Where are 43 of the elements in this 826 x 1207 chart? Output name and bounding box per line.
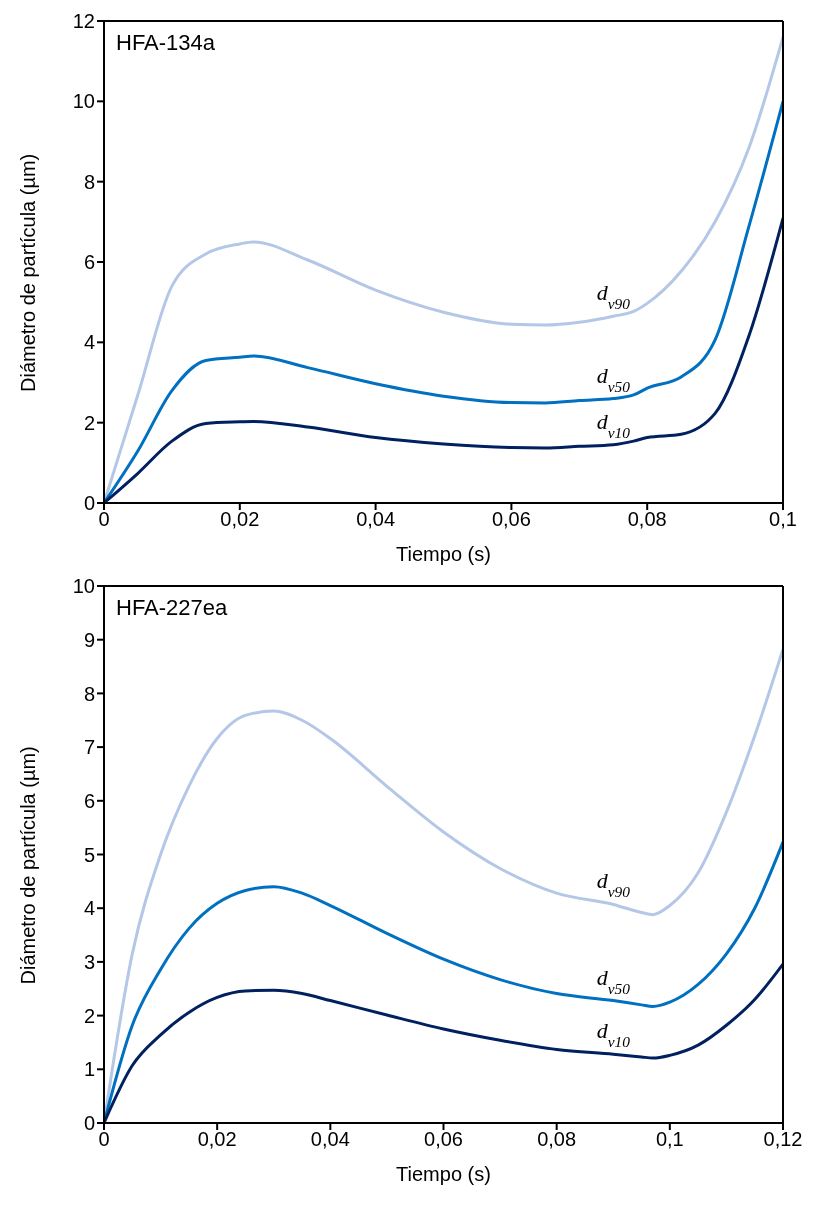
series-label: d$_{v10}$	[596, 1018, 631, 1050]
x-tick-label: 0,08	[627, 508, 667, 531]
x-tick-label: 0,1	[655, 1128, 684, 1151]
x-tick-label: 0,1	[769, 508, 797, 531]
y-tick-label: 0	[83, 1112, 95, 1135]
x-tick-label: 0,12	[763, 1128, 803, 1151]
y-tick-label: 10	[72, 90, 95, 113]
y-tick-label: 0	[83, 492, 95, 515]
x-axis-title: Tiempo (s)	[396, 543, 491, 565]
chart-title: HFA-134a	[116, 30, 216, 56]
x-tick-label: 0,02	[197, 1128, 237, 1151]
x-axis-title: Tiempo (s)	[396, 1163, 491, 1185]
y-tick-label: 10	[72, 575, 95, 598]
x-tick-label: 0	[98, 508, 110, 531]
x-tick-label: 0,06	[424, 1128, 463, 1151]
y-tick-label: 4	[83, 331, 95, 354]
x-tick-label: 0	[98, 1128, 110, 1151]
y-tick-label: 3	[83, 951, 95, 973]
y-axis-title: Diámetro de partícula (µm)	[17, 746, 40, 985]
y-tick-label: 7	[83, 736, 95, 759]
x-tick-label: 0,08	[537, 1128, 577, 1151]
y-tick-label: 8	[83, 682, 95, 705]
x-tick-label: 0,04	[356, 508, 396, 531]
y-tick-label: 6	[83, 251, 95, 274]
y-tick-label: 8	[83, 170, 95, 193]
chart-title: HFA-227ea	[116, 595, 228, 621]
y-tick-label: 2	[83, 411, 95, 434]
y-tick-label: 12	[72, 10, 95, 33]
x-tick-label: 0,02	[220, 508, 260, 531]
series-label: d$_{v50}$	[596, 964, 631, 997]
y-axis-title: Diámetro de partícula (µm)	[17, 153, 40, 392]
x-tick-label: 0,06	[491, 508, 531, 531]
y-tick-label: 9	[83, 628, 95, 651]
y-tick-label: 4	[83, 897, 95, 920]
y-tick-label: 2	[83, 1004, 95, 1027]
y-tick-label: 1	[83, 1058, 95, 1081]
y-tick-label: 6	[83, 789, 95, 812]
series-label: d$_{v50}$	[596, 362, 631, 395]
series-label: d$_{v10}$	[596, 408, 631, 441]
y-tick-label: 5	[83, 843, 95, 866]
x-tick-label: 0,04	[310, 1128, 350, 1151]
series-label: d$_{v90}$	[596, 868, 631, 900]
series-label: d$_{v90}$	[596, 280, 631, 312]
